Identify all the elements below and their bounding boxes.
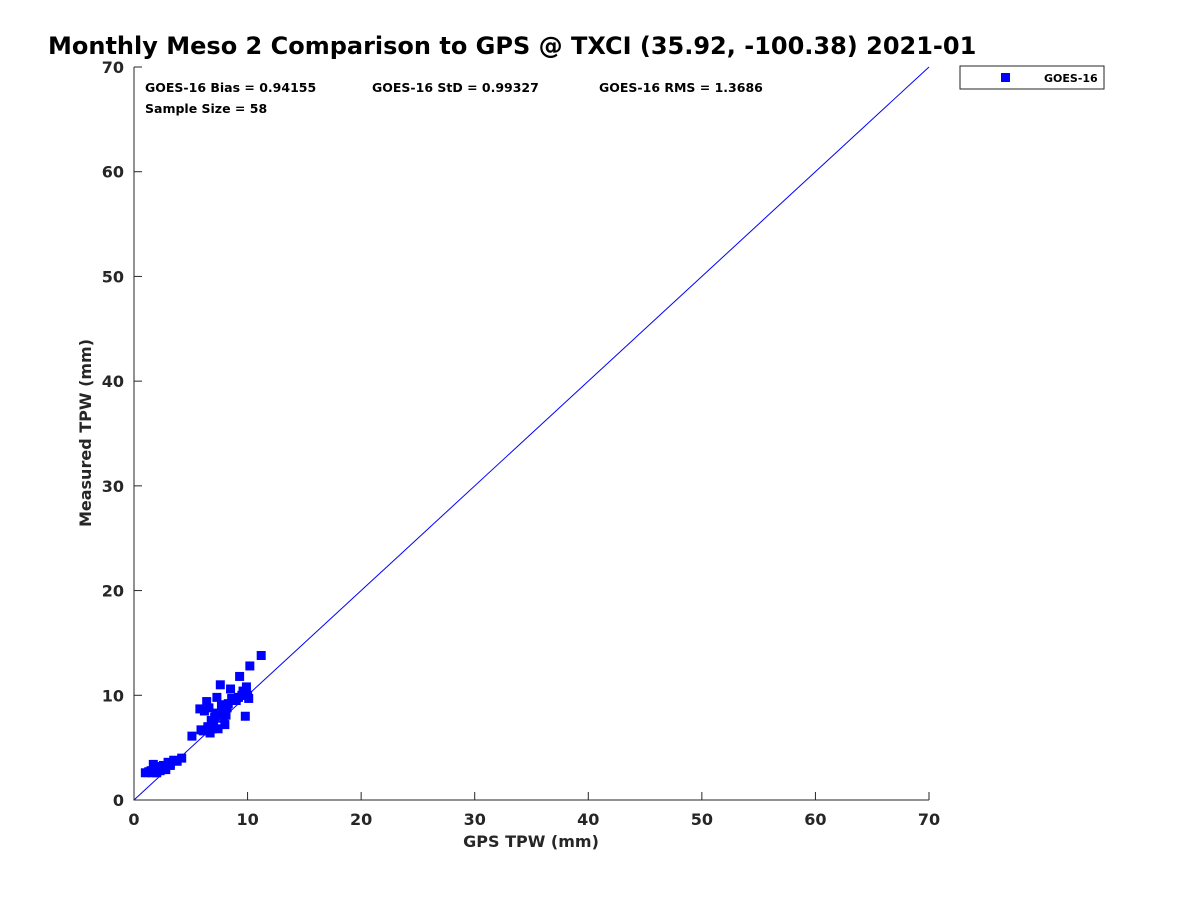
legend-marker (1001, 73, 1010, 82)
data-point (146, 766, 156, 776)
legend: GOES-16 (959, 65, 1105, 90)
data-point (216, 700, 226, 710)
rms-annotation: GOES-16 RMS = 1.3686 (599, 80, 763, 95)
data-point (226, 684, 236, 694)
data-point (172, 756, 182, 766)
data-point (214, 710, 224, 720)
y-tick-label: 70 (102, 58, 124, 77)
x-tick-label: 70 (918, 810, 940, 829)
y-tick-label: 30 (102, 477, 124, 496)
data-point (198, 726, 208, 736)
data-point (148, 759, 158, 769)
data-point (177, 753, 187, 763)
data-point (195, 704, 205, 714)
data-point (165, 758, 175, 768)
y-tick-label: 20 (102, 582, 124, 601)
std-annotation: GOES-16 StD = 0.99327 (372, 80, 539, 95)
y-axis-ticks: 0 10 20 30 40 50 60 70 (102, 58, 142, 810)
data-point (245, 661, 255, 671)
data-point (187, 731, 197, 741)
legend-box (959, 65, 1105, 90)
data-points (140, 650, 266, 778)
data-point (227, 693, 237, 703)
data-point (244, 693, 254, 703)
y-tick-label: 50 (102, 267, 124, 286)
data-point (213, 724, 223, 734)
y-tick-label: 0 (113, 791, 124, 810)
sample-size-annotation: Sample Size = 58 (145, 101, 267, 116)
data-point (215, 680, 225, 690)
x-tick-label: 20 (350, 810, 372, 829)
data-point (220, 720, 230, 730)
data-point (210, 712, 220, 722)
data-point (241, 682, 251, 692)
data-point (223, 699, 233, 709)
data-point (202, 697, 212, 707)
data-point (209, 720, 218, 730)
y-tick-label: 10 (102, 686, 124, 705)
data-point (218, 705, 228, 715)
data-point (161, 765, 171, 775)
legend-label-goes-16: GOES-16 (1044, 72, 1098, 85)
data-point (204, 703, 214, 713)
data-point (221, 710, 231, 720)
one-to-one-line (133, 66, 930, 801)
x-tick-label: 10 (236, 810, 258, 829)
x-tick-label: 60 (804, 810, 826, 829)
y-tick-label: 40 (102, 372, 124, 391)
x-axis-ticks: 0 10 20 30 40 50 60 70 (128, 792, 940, 829)
x-axis-label: GPS TPW (mm) (463, 832, 599, 851)
data-point (199, 706, 209, 716)
chart-title: Monthly Meso 2 Comparison to GPS @ TXCI … (48, 32, 976, 60)
x-tick-label: 0 (128, 810, 139, 829)
y-axis-label: Measured TPW (mm) (76, 339, 95, 527)
data-point (153, 763, 163, 773)
plot-area: 0 10 20 30 40 50 60 70 0 10 20 30 40 50 60 70 (102, 58, 940, 829)
x-tick-label: 40 (577, 810, 599, 829)
y-tick-label: 60 (102, 163, 124, 182)
x-tick-label: 30 (464, 810, 486, 829)
data-point (240, 711, 250, 721)
bias-annotation: GOES-16 Bias = 0.94155 (145, 80, 316, 95)
data-point (203, 722, 213, 732)
data-point (212, 692, 222, 702)
x-tick-label: 50 (691, 810, 713, 829)
data-point (256, 650, 266, 660)
data-point (235, 671, 245, 681)
